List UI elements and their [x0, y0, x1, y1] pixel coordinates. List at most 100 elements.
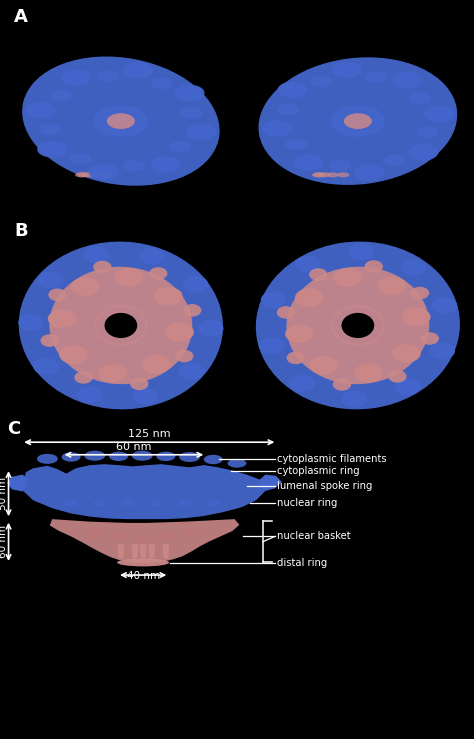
Ellipse shape — [18, 314, 44, 331]
Ellipse shape — [90, 172, 102, 177]
Ellipse shape — [295, 256, 321, 273]
Text: cytoplasmic ring: cytoplasmic ring — [277, 466, 360, 477]
Text: distal ring: distal ring — [277, 558, 328, 568]
Polygon shape — [50, 519, 239, 563]
Ellipse shape — [261, 291, 286, 308]
Ellipse shape — [309, 268, 328, 281]
Ellipse shape — [277, 104, 299, 115]
Ellipse shape — [186, 123, 216, 140]
Ellipse shape — [49, 267, 192, 384]
Ellipse shape — [179, 363, 204, 380]
Ellipse shape — [107, 113, 135, 129]
Ellipse shape — [123, 62, 153, 78]
Ellipse shape — [204, 454, 223, 464]
Ellipse shape — [130, 378, 148, 390]
Polygon shape — [148, 544, 155, 559]
Ellipse shape — [51, 89, 73, 101]
Ellipse shape — [156, 452, 175, 461]
Ellipse shape — [169, 141, 191, 152]
Ellipse shape — [175, 350, 193, 362]
Ellipse shape — [48, 310, 76, 328]
Ellipse shape — [165, 323, 194, 341]
Ellipse shape — [411, 287, 429, 299]
Ellipse shape — [100, 172, 112, 177]
Ellipse shape — [395, 378, 420, 395]
Ellipse shape — [333, 268, 362, 287]
Ellipse shape — [409, 92, 431, 103]
Ellipse shape — [98, 364, 127, 383]
Ellipse shape — [109, 534, 128, 542]
Ellipse shape — [183, 304, 201, 316]
Ellipse shape — [123, 160, 145, 171]
Text: nuclear basket: nuclear basket — [277, 531, 351, 542]
Ellipse shape — [383, 154, 405, 166]
Ellipse shape — [132, 451, 153, 460]
Ellipse shape — [354, 164, 384, 180]
Ellipse shape — [330, 106, 385, 137]
Ellipse shape — [39, 123, 61, 135]
Ellipse shape — [365, 260, 383, 273]
Ellipse shape — [174, 85, 205, 101]
Ellipse shape — [151, 78, 173, 89]
Ellipse shape — [22, 56, 219, 185]
Text: B: B — [14, 222, 27, 239]
Ellipse shape — [258, 58, 457, 185]
Ellipse shape — [228, 459, 246, 468]
Polygon shape — [7, 474, 28, 491]
Text: 60 nm: 60 nm — [117, 442, 152, 452]
Ellipse shape — [156, 534, 175, 542]
Ellipse shape — [86, 530, 103, 537]
Ellipse shape — [62, 452, 81, 462]
Ellipse shape — [115, 268, 144, 287]
Ellipse shape — [97, 71, 119, 82]
Polygon shape — [132, 544, 138, 559]
Ellipse shape — [331, 61, 362, 78]
Ellipse shape — [424, 106, 454, 122]
Ellipse shape — [71, 277, 100, 296]
Ellipse shape — [310, 356, 338, 375]
Ellipse shape — [69, 153, 91, 164]
Ellipse shape — [277, 82, 308, 98]
Ellipse shape — [290, 375, 315, 392]
Ellipse shape — [139, 248, 165, 265]
Text: 50 nm: 50 nm — [0, 477, 9, 510]
Ellipse shape — [401, 259, 426, 276]
Ellipse shape — [432, 297, 457, 314]
Polygon shape — [23, 464, 265, 519]
Ellipse shape — [105, 313, 137, 338]
Ellipse shape — [121, 500, 135, 507]
Ellipse shape — [429, 343, 455, 359]
Ellipse shape — [33, 358, 59, 375]
Ellipse shape — [314, 172, 326, 177]
Ellipse shape — [319, 172, 331, 177]
Polygon shape — [118, 544, 124, 559]
Ellipse shape — [349, 243, 374, 260]
Ellipse shape — [285, 324, 314, 343]
Text: lumenal spoke ring: lumenal spoke ring — [277, 481, 373, 491]
Ellipse shape — [179, 452, 200, 462]
Ellipse shape — [286, 267, 429, 384]
Ellipse shape — [40, 334, 59, 347]
Ellipse shape — [59, 346, 88, 364]
Text: C: C — [7, 420, 20, 437]
Ellipse shape — [93, 500, 106, 507]
Ellipse shape — [181, 530, 198, 537]
Ellipse shape — [150, 157, 181, 173]
Ellipse shape — [327, 172, 339, 177]
Ellipse shape — [337, 172, 349, 177]
Ellipse shape — [150, 500, 163, 507]
Ellipse shape — [132, 388, 158, 405]
Ellipse shape — [37, 454, 58, 464]
Text: A: A — [14, 8, 28, 26]
Ellipse shape — [329, 160, 351, 171]
Ellipse shape — [354, 364, 383, 383]
Ellipse shape — [132, 535, 153, 544]
Ellipse shape — [74, 371, 93, 384]
Ellipse shape — [256, 242, 460, 409]
Ellipse shape — [84, 451, 105, 460]
Ellipse shape — [392, 344, 421, 363]
Ellipse shape — [285, 138, 307, 150]
Text: 125 nm: 125 nm — [128, 429, 171, 440]
Ellipse shape — [117, 559, 169, 566]
Ellipse shape — [277, 306, 295, 319]
